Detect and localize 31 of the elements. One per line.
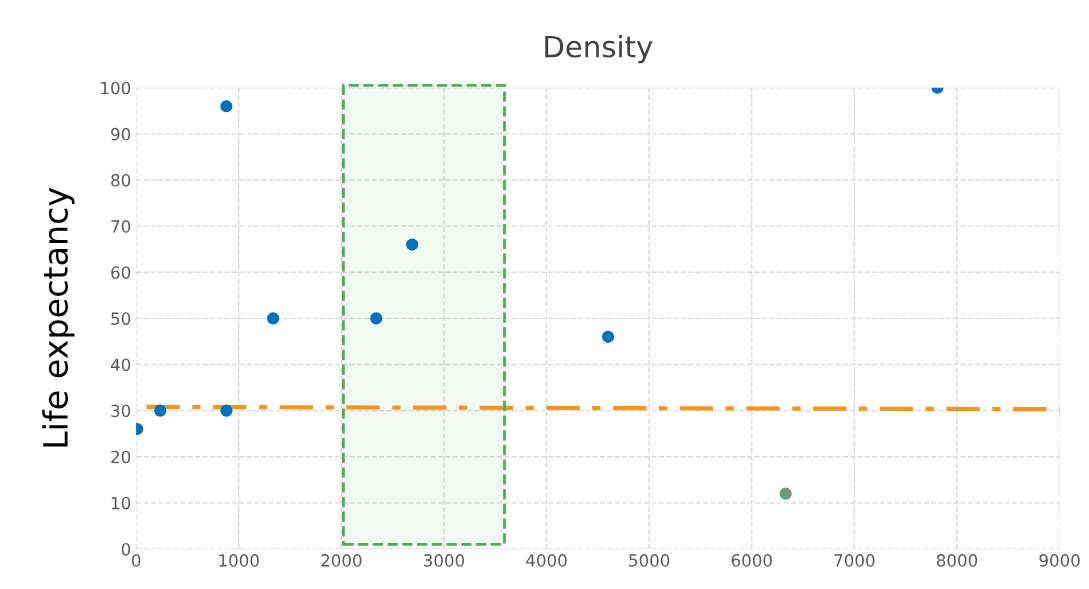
chart-title: Density <box>545 35 653 64</box>
y-tick-label: 100 <box>101 81 131 95</box>
y-tick-label: 10 <box>111 496 131 510</box>
point <box>220 404 233 417</box>
x-tick-label: 7000 <box>834 554 875 567</box>
x-tick-label: 3000 <box>424 554 465 567</box>
y-tick-label: 80 <box>111 173 131 187</box>
point <box>406 238 419 251</box>
y-axis-title: Life expectancy <box>42 187 75 447</box>
point <box>779 487 792 500</box>
x-tick-label: 6000 <box>731 554 772 567</box>
point <box>267 312 280 325</box>
x-tick-label: 0 <box>131 554 141 567</box>
y-tick-label: 70 <box>111 220 131 233</box>
y-tick-label: 30 <box>111 404 131 418</box>
y-tick-label: 20 <box>111 450 131 464</box>
y-tick-label: 50 <box>111 312 131 325</box>
point <box>154 404 167 417</box>
x-tick-label: 1000 <box>219 554 259 567</box>
point <box>370 312 383 325</box>
y-tick-label: 0 <box>121 542 131 556</box>
x-tick-label: 8000 <box>936 554 978 567</box>
y-tick-label: 40 <box>110 358 131 372</box>
x-tick-label: 2000 <box>321 554 362 567</box>
point <box>602 330 615 343</box>
point <box>220 100 233 113</box>
y-tick-label: 90 <box>111 127 131 141</box>
x-tick-label: 5000 <box>629 554 670 567</box>
x-tick-label: 4000 <box>526 554 567 567</box>
x-tick-label: 9000 <box>1039 554 1080 567</box>
y-tick-label: 60 <box>111 266 131 279</box>
